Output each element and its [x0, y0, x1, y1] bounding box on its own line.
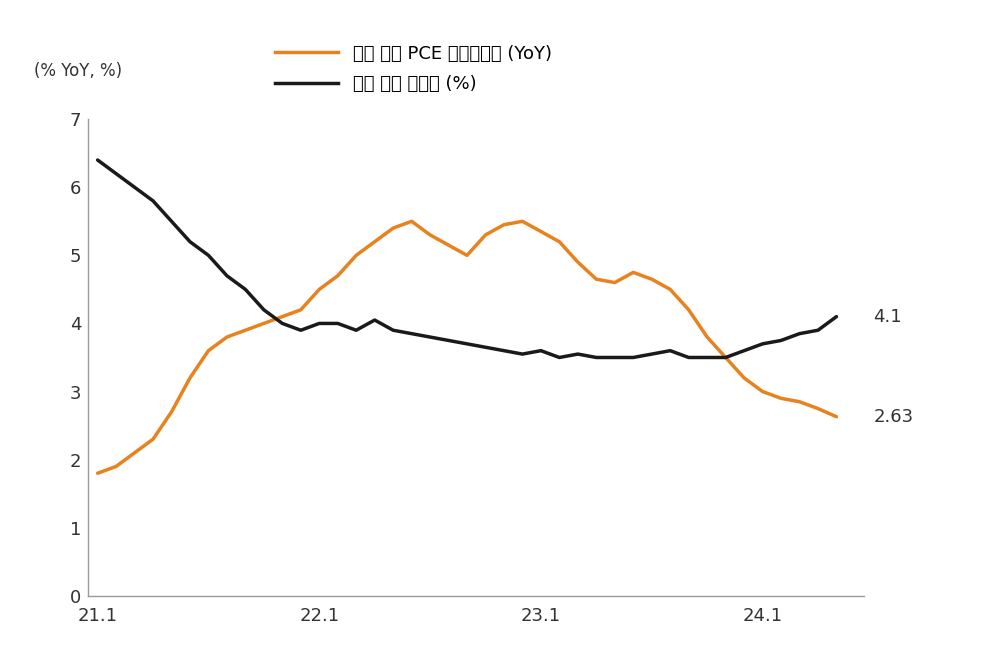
Legend: 미국 근원 PCE 물가상승률 (YoY), 미국 전체 실업률 (%): 미국 근원 PCE 물가상승률 (YoY), 미국 전체 실업률 (%) — [268, 38, 559, 101]
Text: (% YoY, %): (% YoY, %) — [34, 62, 122, 80]
Text: 2.63: 2.63 — [873, 408, 913, 426]
Text: 4.1: 4.1 — [873, 308, 902, 326]
